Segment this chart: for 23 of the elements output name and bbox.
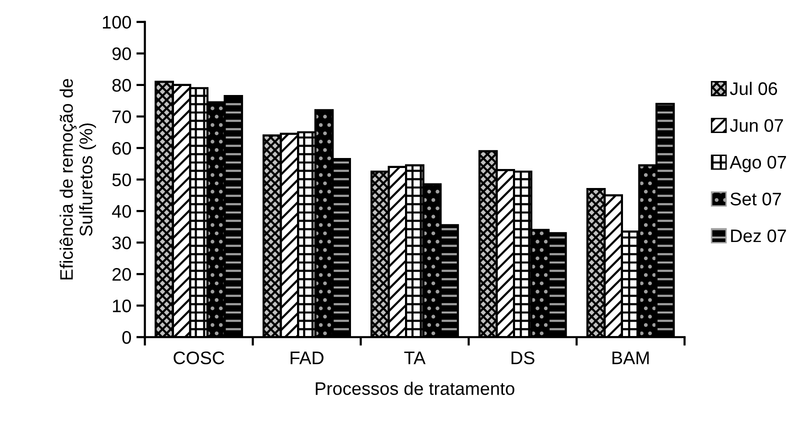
y-tick-label: 30 <box>112 236 131 250</box>
x-axis-title: Processos de tratamento <box>316 382 514 395</box>
legend-label: Jun 07 <box>730 119 783 132</box>
y-tick-label: 90 <box>112 47 131 60</box>
x-tick-label: FAD <box>290 352 324 364</box>
legend-label: Set 07 <box>730 192 781 206</box>
y-tick-label: 20 <box>112 268 131 281</box>
y-tick-label: 100 <box>102 16 131 29</box>
y-tick-label: 70 <box>112 110 131 124</box>
y-tick-label: 10 <box>112 300 131 312</box>
y-tick-label: 0 <box>122 331 131 344</box>
legend-label: Jul 06 <box>730 82 778 96</box>
legend-label: Ago 07 <box>730 156 786 172</box>
y-axis-title: Eficiência de remoção de Sulfuretos (%) <box>60 78 96 280</box>
x-tick-label: BAM <box>612 352 649 364</box>
y-tick-label: 80 <box>112 78 131 92</box>
legend-label: Dez 07 <box>731 229 786 242</box>
x-tick-label: DS <box>512 351 534 364</box>
x-tick-label: TA <box>404 352 426 364</box>
y-tick-label: 50 <box>112 173 131 186</box>
y-tick-label: 60 <box>112 142 131 155</box>
x-tick-label: COSC <box>174 351 224 364</box>
y-tick-label: 40 <box>112 204 131 218</box>
